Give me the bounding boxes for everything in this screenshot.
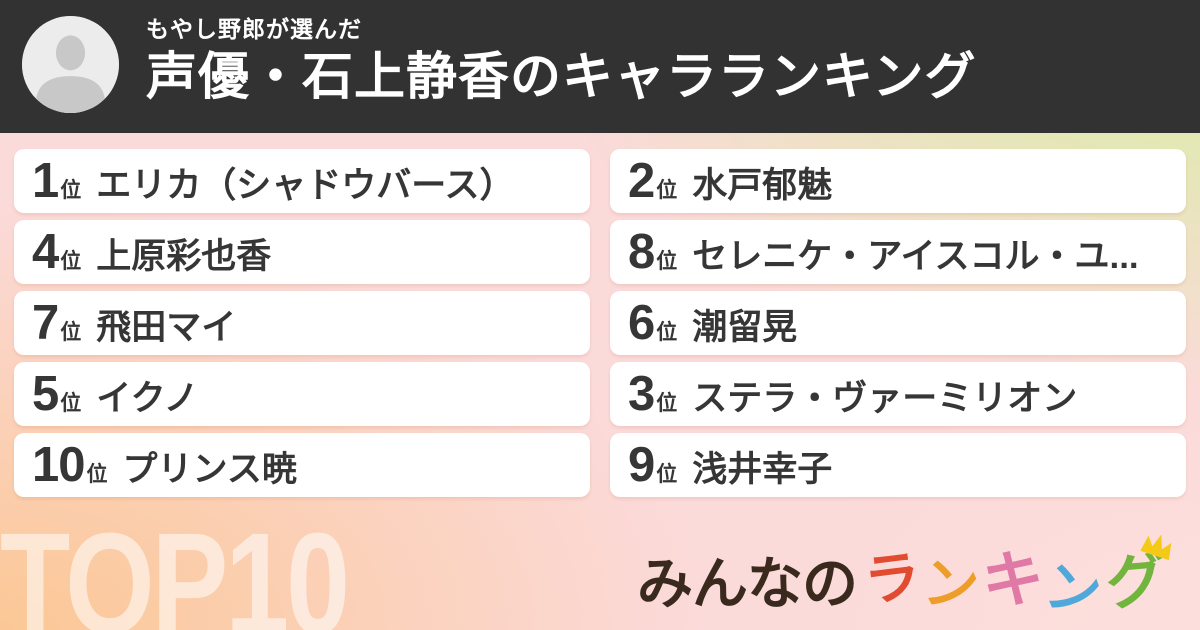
header-text: もやし野郎が選んだ 声優・石上静香のキャラランキング <box>146 16 1180 105</box>
ranking-item-10: 10位 プリンス暁 <box>14 433 590 497</box>
logo-prefix: みんなの <box>636 552 858 615</box>
rank-number: 3 <box>628 369 655 419</box>
rank-number: 6 <box>628 298 655 348</box>
ranking-item-8: 8位 セレニケ・アイスコル・ユ... <box>610 220 1186 284</box>
minna-no-ranking-logo: みんなのランキング <box>636 534 1172 625</box>
rank-number: 5 <box>32 369 59 419</box>
page-title: 声優・石上静香のキャラランキング <box>146 47 977 105</box>
character-name: セレニケ・アイスコル・ユ... <box>692 236 1139 276</box>
logo-letter: ラ <box>860 543 924 614</box>
rank-unit: 位 <box>656 391 678 415</box>
rank-unit: 位 <box>656 320 678 344</box>
character-name: プリンス暁 <box>122 449 297 489</box>
character-name: イクノ <box>96 378 199 418</box>
ranking-item-5: 5位 イクノ <box>14 362 590 426</box>
rank-unit: 位 <box>656 249 678 273</box>
character-name: 飛田マイ <box>96 307 237 347</box>
ranking-author-line: もやし野郎が選んだ <box>146 16 362 42</box>
ranking-item-3: 3位 ステラ・ヴァーミリオン <box>610 362 1186 426</box>
rank-number: 8 <box>628 227 655 277</box>
ranking-item-4: 4位 上原彩也香 <box>14 220 590 284</box>
top10-watermark: TOP10 <box>0 503 350 630</box>
ranking-grid: 1位 エリカ（シャドウバース） 2位 水戸郁魅 4位 上原彩也香 8位 セレニケ・アイス… <box>14 149 1186 497</box>
rank-number: 1 <box>32 156 59 206</box>
header: もやし野郎が選んだ 声優・石上静香のキャラランキング <box>0 0 1200 133</box>
character-name: 潮留晃 <box>692 307 798 347</box>
logo-letter: ン <box>1040 553 1107 626</box>
rank-number: 7 <box>32 298 59 348</box>
avatar <box>22 16 119 113</box>
logo-letter: キ <box>980 544 1046 617</box>
rank-unit: 位 <box>60 391 82 415</box>
rank-number: 9 <box>628 440 655 490</box>
rank-unit: 位 <box>60 249 82 273</box>
rank-number: 4 <box>32 227 59 277</box>
rank-unit: 位 <box>60 320 82 344</box>
ranking-item-9: 9位 浅井幸子 <box>610 433 1186 497</box>
ranking-item-2: 2位 水戸郁魅 <box>610 149 1186 213</box>
character-name: 浅井幸子 <box>692 449 833 489</box>
character-name: 上原彩也香 <box>96 236 272 276</box>
character-name: 水戸郁魅 <box>692 165 833 205</box>
character-name: エリカ（シャドウバース） <box>96 165 515 205</box>
ranking-item-6: 6位 潮留晃 <box>610 291 1186 355</box>
rank-number: 10 <box>32 440 86 490</box>
rank-unit: 位 <box>60 178 82 202</box>
rank-unit: 位 <box>86 462 108 486</box>
crown-icon <box>1140 534 1172 561</box>
rank-unit: 位 <box>656 462 678 486</box>
rank-number: 2 <box>628 156 655 206</box>
logo-letter: ン <box>920 550 982 619</box>
character-name: ステラ・ヴァーミリオン <box>692 378 1078 418</box>
user-icon <box>22 16 119 113</box>
ranking-item-1: 1位 エリカ（シャドウバース） <box>14 149 590 213</box>
ranking-item-7: 7位 飛田マイ <box>14 291 590 355</box>
rank-unit: 位 <box>656 178 678 202</box>
